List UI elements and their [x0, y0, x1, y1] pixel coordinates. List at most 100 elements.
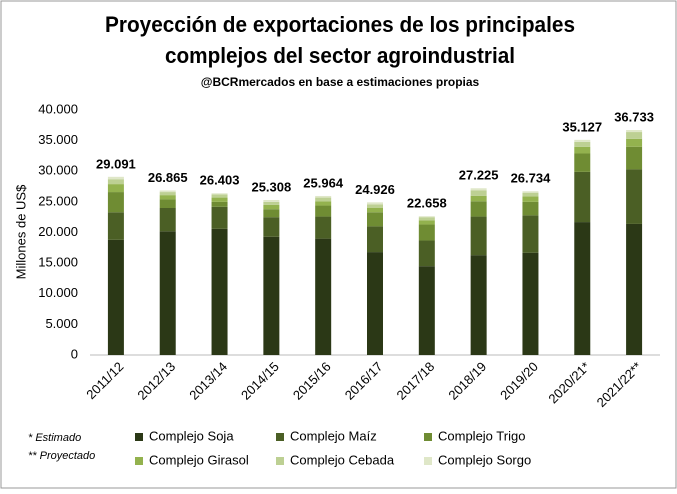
bar-segment — [263, 204, 280, 210]
bar-segment — [263, 209, 280, 218]
bar-segment — [470, 216, 487, 256]
bar-segment — [418, 216, 435, 218]
legend-label: Complejo Girasol — [149, 452, 249, 467]
bar-segment — [470, 255, 487, 355]
bar-segment — [315, 201, 332, 206]
bar-segment — [574, 171, 591, 223]
bar-segment — [626, 132, 643, 139]
chart-title: Proyección de exportaciones de los princ… — [105, 12, 575, 37]
bar-segment — [315, 205, 332, 217]
bar-segment — [574, 139, 591, 142]
y-tick-label: 15.000 — [38, 255, 78, 270]
bar-segment — [263, 217, 280, 237]
legend-swatch — [276, 457, 284, 465]
bar-segment — [211, 194, 228, 198]
bar-segment — [263, 236, 280, 355]
bar-segment — [107, 212, 124, 240]
y-tick-label: 0 — [71, 346, 78, 361]
bar-segment — [315, 197, 332, 202]
bar-segment — [418, 217, 435, 221]
bar-segment — [159, 199, 176, 208]
bar-segment — [367, 208, 383, 213]
total-label: 22.658 — [407, 196, 447, 211]
bar-segment — [418, 240, 435, 267]
y-tick-label: 20.000 — [38, 224, 78, 239]
y-tick-label: 40.000 — [38, 101, 78, 116]
total-label: 29.091 — [96, 156, 136, 171]
y-tick-label: 30.000 — [38, 163, 78, 178]
legend-label: Complejo Sorgo — [438, 452, 531, 467]
legend-swatch — [276, 433, 284, 441]
legend-label: Complejo Maíz — [290, 428, 377, 443]
bar-segment — [211, 228, 228, 355]
total-label: 26.734 — [511, 171, 552, 186]
bar-segment — [418, 266, 435, 355]
bar-segment — [107, 239, 124, 355]
legend-swatch — [135, 457, 143, 465]
bar-segment — [159, 190, 176, 193]
bar-segment — [367, 202, 383, 205]
bar-segment — [522, 196, 539, 202]
bar-segment — [367, 204, 383, 208]
bar-segment — [418, 224, 435, 241]
note: * Estimado — [28, 432, 81, 444]
y-tick-label: 35.000 — [38, 132, 78, 147]
bar-segment — [626, 146, 643, 170]
bar-segment — [315, 216, 332, 239]
bar-segment — [626, 223, 643, 355]
bar-segment — [418, 220, 435, 225]
legend-swatch — [424, 457, 432, 465]
bar-segment — [470, 190, 487, 196]
total-label: 26.865 — [148, 170, 188, 185]
y-tick-label: 5.000 — [45, 316, 78, 331]
bar-segment — [574, 222, 591, 355]
chart-title: complejos del sector agroindustrial — [165, 43, 515, 68]
bar-segment — [522, 201, 539, 216]
bar-segment — [574, 146, 591, 154]
total-label: 24.926 — [355, 182, 395, 197]
bar-segment — [367, 212, 383, 227]
legend-label: Complejo Trigo — [438, 428, 525, 443]
legend-swatch — [135, 433, 143, 441]
bar-segment — [522, 252, 539, 355]
total-label: 25.308 — [251, 179, 291, 194]
y-axis-label: Millones de US$ — [13, 184, 28, 279]
bar-segment — [470, 195, 487, 202]
bar-segment — [159, 208, 176, 232]
total-label: 35.127 — [562, 119, 602, 134]
bar-segment — [522, 191, 539, 193]
total-label: 25.964 — [303, 175, 344, 190]
total-label: 26.403 — [200, 173, 240, 188]
y-tick-label: 25.000 — [38, 193, 78, 208]
bar-segment — [367, 252, 383, 355]
total-label: 36.733 — [614, 109, 654, 124]
bar-segment — [107, 179, 124, 185]
legend-label: Complejo Soja — [149, 428, 234, 443]
bar-segment — [211, 193, 228, 195]
total-label: 27.225 — [459, 168, 499, 183]
bar-segment — [263, 199, 280, 202]
bar-segment — [626, 130, 643, 133]
note: ** Proyectado — [28, 450, 95, 462]
bar-segment — [470, 188, 487, 191]
bar-segment — [315, 238, 332, 355]
y-tick-label: 10.000 — [38, 285, 78, 300]
bar-segment — [574, 153, 591, 172]
bar-segment — [626, 169, 643, 224]
bar-segment — [159, 192, 176, 196]
bar-segment — [263, 201, 280, 205]
bar-segment — [107, 176, 124, 180]
bar-segment — [159, 231, 176, 355]
bar-segment — [211, 206, 228, 229]
bar-segment — [626, 138, 643, 147]
chart-subtitle: @BCRmercados en base a estimaciones prop… — [201, 75, 480, 89]
bar-segment — [522, 215, 539, 253]
bar-segment — [211, 197, 228, 202]
bar-segment — [107, 192, 124, 213]
legend-label: Complejo Cebada — [290, 452, 395, 467]
bar-segment — [211, 201, 228, 207]
bar-segment — [159, 195, 176, 200]
bar-segment — [107, 184, 124, 193]
bar-segment — [522, 192, 539, 197]
